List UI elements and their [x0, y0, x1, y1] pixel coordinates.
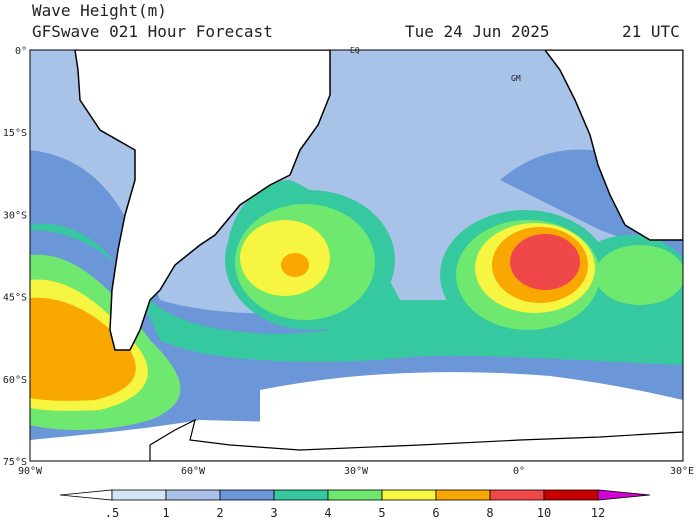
colorbar-label: 3 — [270, 506, 277, 520]
colorbar-end — [59, 489, 113, 501]
colorbar-label: 6 — [432, 506, 439, 520]
lat-label: 0° — [15, 46, 27, 57]
lat-label: 75°S — [3, 457, 27, 468]
lat-label: 15°S — [3, 128, 27, 139]
lat-labels: 0° 15°S 30°S 45°S 60°S 75°S — [3, 46, 27, 468]
colorbar-label: 12 — [591, 506, 605, 520]
colorbar: .5 1 2 3 4 5 6 8 10 12 — [59, 489, 651, 520]
lat-label: 45°S — [3, 293, 27, 304]
colorbar-label: 1 — [162, 506, 169, 520]
colorbar-box — [543, 489, 599, 501]
time: 21 UTC — [622, 22, 680, 41]
lon-label: 30°W — [344, 466, 369, 477]
colorbar-box — [381, 489, 437, 501]
colorbar-box — [111, 489, 167, 501]
lat-label: 60°S — [3, 375, 27, 386]
colorbar-box — [489, 489, 545, 501]
colorbar-box — [327, 489, 383, 501]
colorbar-label: 10 — [537, 506, 551, 520]
colorbar-box — [165, 489, 221, 501]
colorbar-end — [597, 489, 651, 501]
colorbar-box — [273, 489, 329, 501]
date: Tue 24 Jun 2025 — [405, 22, 550, 41]
lon-labels: 90°W 60°W 30°W 0° 30°E — [18, 466, 694, 477]
title: Wave Height(m) — [32, 1, 167, 20]
lon-label: 30°E — [670, 466, 694, 477]
colorbar-label: 5 — [378, 506, 385, 520]
subtitle: GFSwave 021 Hour Forecast — [32, 22, 273, 41]
lon-label: 60°W — [181, 466, 206, 477]
colorbar-label: .5 — [105, 506, 119, 520]
colorbar-label: 8 — [486, 506, 493, 520]
colorbar-label: 4 — [324, 506, 331, 520]
colorbar-label: 2 — [216, 506, 223, 520]
lon-label: 0° — [513, 466, 525, 477]
colorbar-box — [219, 489, 275, 501]
colorbar-box — [435, 489, 491, 501]
annotation: EQ — [350, 46, 360, 55]
annotation: GM — [511, 74, 521, 83]
lon-label: 90°W — [18, 466, 43, 477]
lat-label: 30°S — [3, 210, 27, 221]
map-frame — [29, 49, 684, 462]
map — [30, 50, 683, 461]
